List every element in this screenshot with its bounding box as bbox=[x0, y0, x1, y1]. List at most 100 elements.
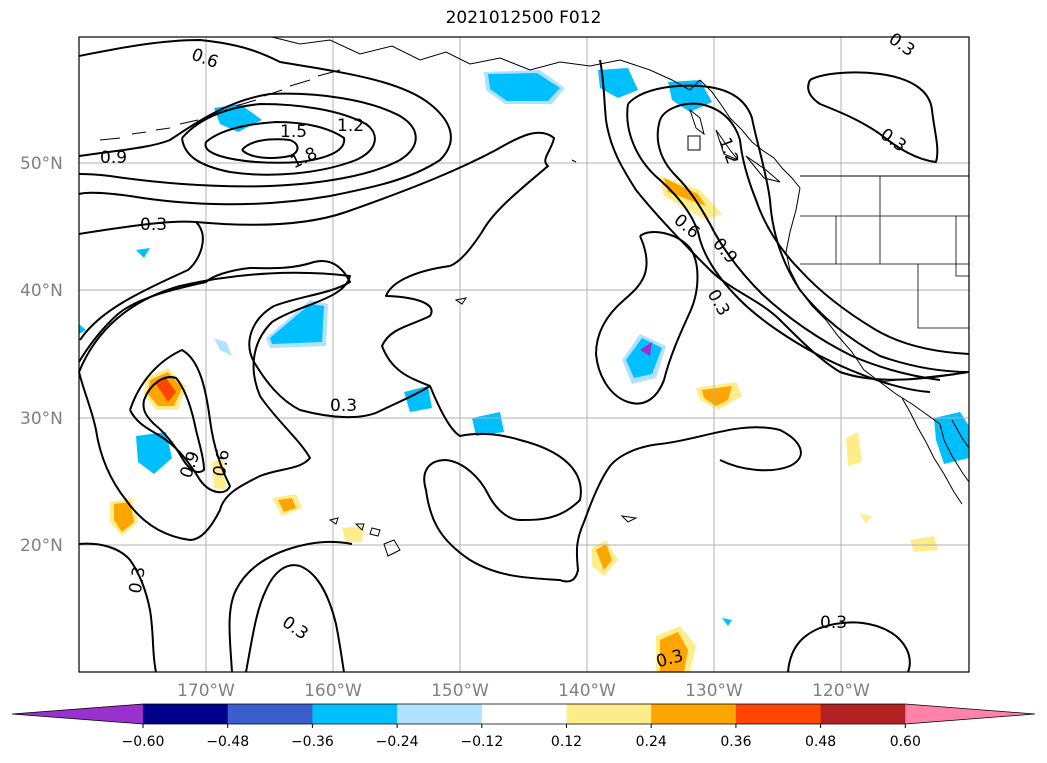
contour-label: 0.6 bbox=[210, 448, 234, 478]
colorbar-swatch bbox=[143, 704, 229, 724]
lon-label: 150°W bbox=[431, 681, 489, 701]
lat-label: 20°N bbox=[20, 536, 63, 556]
colorbar-extend-max bbox=[905, 704, 1035, 724]
contour-0.3-northern-island bbox=[599, 59, 970, 381]
contour-label: 0.3 bbox=[330, 396, 357, 416]
negative-anomaly-patch bbox=[136, 248, 150, 258]
negative-anomaly-patch bbox=[722, 618, 732, 626]
contour-label: 0.3 bbox=[820, 613, 847, 633]
contour-0.9 bbox=[78, 92, 417, 188]
baja-coast bbox=[901, 397, 970, 505]
contour-0.3-south-left bbox=[228, 540, 353, 673]
lat-label: 40°N bbox=[20, 281, 63, 301]
contour-0.3-baja bbox=[659, 426, 802, 472]
contour-0.6-ne-inner bbox=[626, 103, 931, 393]
positive-anomaly-patch bbox=[702, 386, 732, 406]
negative-anomaly-patch bbox=[640, 342, 652, 356]
negative-anomaly-patch bbox=[934, 412, 969, 464]
negative-anomaly-patch bbox=[598, 68, 638, 98]
contour-0.6-central-south bbox=[595, 231, 699, 405]
contour-0.6-west bbox=[129, 349, 231, 494]
positive-anomaly-patch bbox=[212, 458, 226, 490]
bc-islands bbox=[688, 108, 781, 183]
lon-label: 140°W bbox=[558, 681, 616, 701]
colorbar-swatch bbox=[481, 704, 567, 724]
lon-label: 170°W bbox=[177, 681, 235, 701]
positive-anomaly-patch bbox=[846, 432, 862, 466]
contour-label: 0.9 bbox=[100, 148, 127, 168]
colorbar-tick-label: −0.60 bbox=[122, 734, 165, 750]
positive-anomaly-patch bbox=[596, 544, 612, 570]
negative-anomaly-patch bbox=[79, 324, 86, 334]
colorbar-tick-label: 0.36 bbox=[720, 734, 751, 750]
colorbar-swatches bbox=[11, 703, 1036, 725]
colorbar-tick-label: −0.36 bbox=[291, 734, 334, 750]
negative-anomaly-patch bbox=[270, 304, 324, 344]
contour-0.9-west bbox=[142, 376, 205, 474]
positive-anomaly-patch bbox=[156, 378, 176, 402]
contour-0.9-ne bbox=[659, 102, 970, 355]
contour-0.3-north bbox=[78, 220, 204, 341]
positive-anomaly-patch bbox=[660, 632, 688, 672]
contour-label: 1.5 bbox=[280, 122, 307, 142]
state-borders bbox=[800, 176, 970, 383]
mexico-coast bbox=[951, 419, 970, 449]
negative-anomaly-patch bbox=[214, 338, 232, 356]
contour-0.6-ne bbox=[627, 84, 970, 373]
negative-anomaly-patch bbox=[626, 338, 662, 378]
contour-0.3-hawaii bbox=[423, 385, 661, 583]
contour-1.5 bbox=[204, 121, 346, 164]
lon-label: 160°W bbox=[304, 681, 362, 701]
contour-label: 0.3 bbox=[126, 565, 150, 595]
colorbar-tick-label: 0.24 bbox=[636, 734, 667, 750]
latitude-labels: 50°N 40°N 30°N 20°N bbox=[20, 154, 63, 556]
contour-0.3-south-east bbox=[787, 621, 911, 673]
contour-0.3-central bbox=[78, 131, 555, 419]
bc-coast bbox=[699, 79, 801, 189]
colorbar-swatch bbox=[227, 704, 313, 724]
contour-0.3-south-west bbox=[78, 542, 157, 673]
alaska-coast bbox=[271, 36, 701, 91]
colorbar-swatch bbox=[735, 704, 822, 724]
contour-lines bbox=[78, 39, 970, 673]
colorbar-swatch bbox=[651, 704, 737, 724]
contour-0.3-west-loop bbox=[78, 271, 351, 541]
colorbar-swatch bbox=[566, 704, 652, 724]
contour-1.8 bbox=[241, 138, 299, 159]
contour-label: 1.2 bbox=[337, 116, 364, 136]
colorbar-tick-label: 0.48 bbox=[805, 734, 836, 750]
positive-anomaly-patch bbox=[114, 502, 134, 532]
colorbar: −0.60 −0.48 −0.36 −0.24 −0.12 0.12 0.24 0.36 0.4… bbox=[11, 703, 1036, 750]
negative-anomaly-patch bbox=[404, 386, 432, 412]
longitude-labels: 170°W 160°W 150°W 140°W 130°W 120°W bbox=[177, 681, 870, 701]
contour-1.2-ne bbox=[656, 119, 941, 381]
colorbar-swatch bbox=[820, 704, 906, 724]
colorbar-tick-label: −0.48 bbox=[206, 734, 249, 750]
us-west-coast bbox=[785, 187, 941, 425]
colorbar-swatch bbox=[397, 704, 483, 724]
colorbar-ticks: −0.60 −0.48 −0.36 −0.24 −0.12 0.12 0.24 0.36 0.4… bbox=[122, 724, 921, 750]
contour-0.6-north bbox=[78, 39, 452, 206]
negative-anomaly-patch bbox=[488, 73, 560, 101]
hawaiian-islands bbox=[328, 517, 401, 557]
colorbar-tick-label: 0.12 bbox=[551, 734, 582, 750]
lon-label: 120°W bbox=[812, 681, 870, 701]
positive-anomaly-patch bbox=[342, 526, 364, 542]
negative-anomaly-patch bbox=[136, 432, 172, 474]
lon-label: 130°W bbox=[685, 681, 743, 701]
positive-anomaly-patch bbox=[278, 498, 296, 512]
contour-0.3-south-central bbox=[245, 564, 345, 673]
map-title: 2021012500 F012 bbox=[445, 8, 602, 28]
small-islands bbox=[454, 135, 701, 523]
colorbar-tick-label: −0.12 bbox=[460, 734, 503, 750]
positive-anomaly-patch bbox=[860, 514, 872, 524]
lat-label: 30°N bbox=[20, 409, 63, 429]
colorbar-tick-label: −0.24 bbox=[376, 734, 419, 750]
lat-label: 50°N bbox=[20, 154, 63, 174]
map-background bbox=[79, 37, 969, 672]
colorbar-tick-label: 0.60 bbox=[890, 734, 921, 750]
contour-1.2 bbox=[181, 103, 376, 176]
positive-anomaly-patch bbox=[910, 536, 938, 552]
map-frame bbox=[78, 36, 970, 673]
